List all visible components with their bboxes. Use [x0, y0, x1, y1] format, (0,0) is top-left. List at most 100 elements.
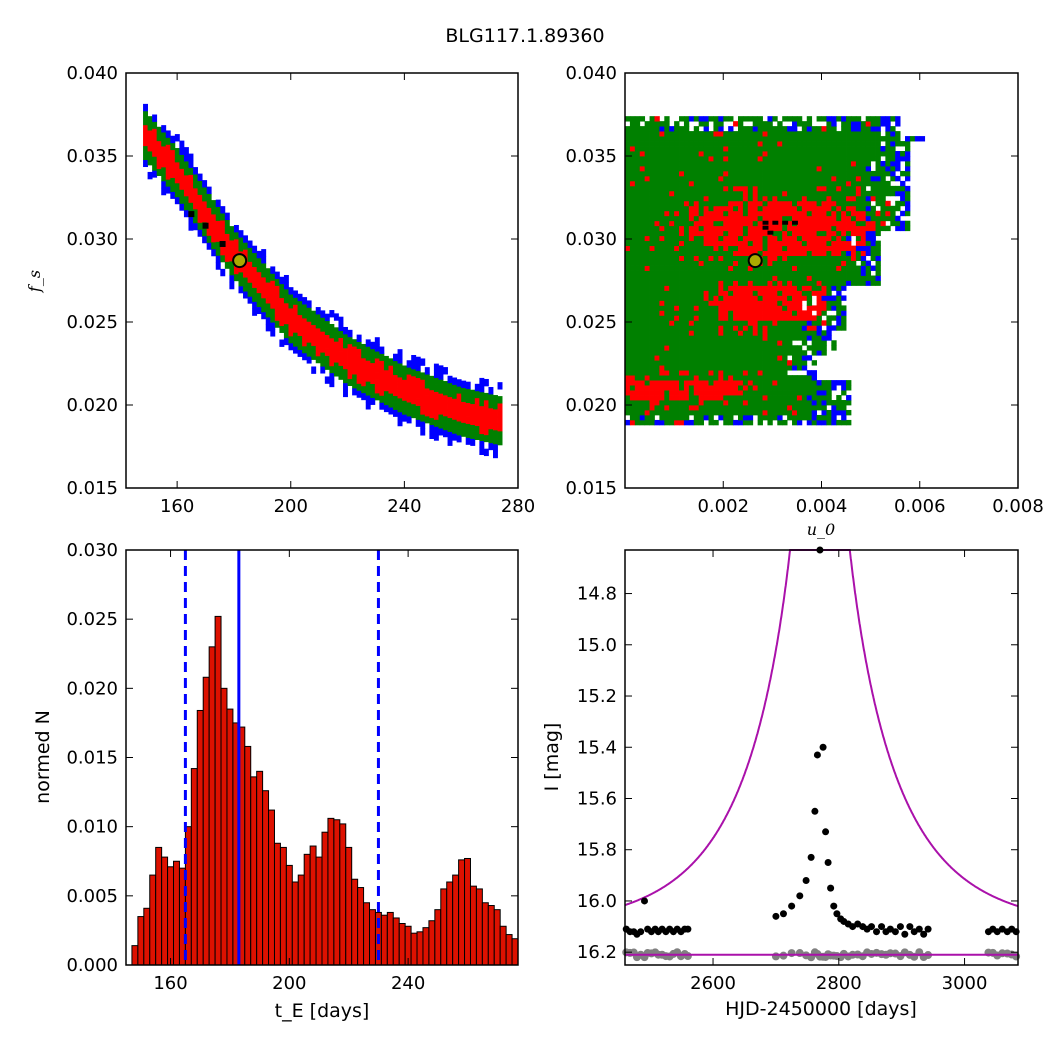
heatmap-cell: [625, 320, 631, 326]
heatmap-cell: [782, 275, 788, 281]
heatmap-cell: [625, 395, 631, 401]
heatmap-cell: [801, 315, 808, 321]
heatmap-cell: [762, 375, 768, 381]
histogram-bar: [345, 846, 353, 966]
heatmap-cell: [801, 121, 808, 127]
heatmap-cell: [406, 381, 412, 389]
heatmap-cell: [708, 395, 714, 401]
heatmap-cell: [826, 335, 832, 341]
heatmap-cell: [811, 195, 817, 202]
heatmap-cell: [806, 330, 813, 336]
heatmap-cell: [801, 380, 808, 386]
heatmap-cell: [688, 185, 695, 192]
heatmap-cell: [782, 195, 788, 202]
heatmap-cell: [762, 295, 768, 301]
heatmap-cell: [215, 220, 221, 228]
high-density-cell: [188, 211, 195, 218]
heatmap-cell: [787, 414, 793, 421]
heatmap-cell: [634, 350, 641, 356]
heatmap-cell: [625, 280, 631, 286]
heatmap-cell: [718, 121, 724, 127]
heatmap-cell: [762, 210, 768, 217]
heatmap-cell: [767, 320, 773, 326]
heatmap-cell: [841, 126, 847, 132]
heatmap-cell: [220, 206, 226, 214]
heatmap-cell: [669, 290, 675, 296]
heatmap-cell: [806, 156, 813, 162]
heatmap-cell: [762, 240, 768, 247]
heatmap-cell: [841, 245, 847, 252]
heatmap-cell: [456, 386, 462, 394]
heatmap-cell: [679, 160, 685, 167]
heatmap-cell: [347, 350, 353, 359]
heatmap-cell: [211, 227, 217, 236]
heatmap-cell: [229, 247, 235, 255]
heatmap-cell: [288, 301, 294, 309]
heatmap-cell: [747, 290, 754, 296]
heatmap-cell: [229, 274, 235, 283]
heatmap-cell: [831, 121, 837, 127]
heatmap-cell: [713, 126, 719, 132]
heatmap-cell: [383, 369, 389, 378]
heatmap-cell: [664, 300, 670, 306]
heatmap-cell: [639, 175, 646, 182]
y-tick-label: 0.015: [66, 478, 118, 499]
heatmap-cell: [674, 180, 680, 187]
heatmap-cell: [865, 225, 872, 232]
heatmap-cell: [826, 141, 832, 147]
heatmap-cell: [821, 230, 827, 237]
heatmap-cell: [718, 380, 724, 386]
heatmap-cell: [772, 250, 778, 256]
heatmap-cell: [211, 207, 217, 215]
heatmap-cell: [875, 220, 881, 227]
heatmap-cell: [447, 417, 453, 425]
heatmap-cell: [415, 370, 421, 379]
heatmap-cell: [224, 240, 230, 248]
heatmap-cell: [836, 395, 842, 401]
y-tick-label: 0.040: [66, 63, 118, 84]
heatmap-cell: [698, 156, 704, 162]
heatmap-cell: [703, 315, 709, 321]
heatmap-cell: [782, 325, 788, 331]
heatmap-cell: [723, 200, 729, 207]
heatmap-cell: [762, 330, 768, 336]
heatmap-cell: [811, 180, 817, 187]
heatmap-cell: [826, 190, 832, 197]
heatmap-cell: [742, 419, 749, 426]
heatmap-cell: [170, 135, 176, 144]
heatmap-cell: [836, 151, 842, 157]
heatmap-cell: [792, 215, 798, 222]
heatmap-cell: [846, 280, 852, 286]
x-tick-label: 240: [387, 496, 421, 517]
heatmap-cell: [880, 136, 886, 142]
heatmap-cell: [900, 190, 906, 197]
y-tick-label: 16.0: [577, 891, 617, 912]
heatmap-cell: [733, 185, 739, 192]
heatmap-cell: [806, 220, 813, 227]
heatmap-cell: [767, 340, 773, 346]
heatmap-cell: [777, 126, 783, 132]
heatmap-cell: [737, 280, 744, 286]
heatmap-cell: [683, 245, 690, 252]
heatmap-cell: [821, 280, 827, 286]
heatmap-cell: [679, 225, 685, 232]
heatmap-cell: [693, 330, 700, 336]
heatmap-cell: [649, 255, 655, 261]
heatmap-cell: [772, 340, 778, 346]
heatmap-cell: [634, 255, 641, 261]
heatmap-cell: [782, 185, 788, 192]
heatmap-cell: [718, 395, 724, 401]
heatmap-cell: [629, 131, 636, 137]
heatmap-cell: [737, 136, 744, 142]
heatmap-cell: [757, 310, 763, 316]
heatmap-cell: [683, 330, 690, 336]
heatmap-cell: [629, 255, 636, 261]
heatmap-cell: [270, 287, 276, 295]
heatmap-cell: [737, 180, 744, 187]
heatmap-cell: [806, 320, 813, 326]
heatmap-cell: [801, 285, 808, 291]
heatmap-cell: [713, 390, 719, 396]
heatmap-cell: [361, 371, 367, 380]
heatmap-cell: [698, 370, 704, 376]
heatmap-cell: [297, 300, 303, 309]
